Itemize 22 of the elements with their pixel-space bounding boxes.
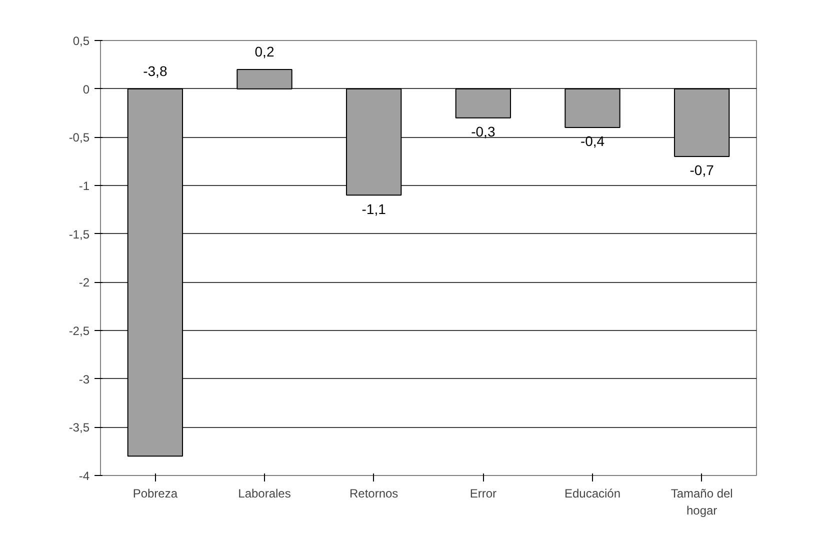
y-tick-label: -3,5 — [68, 420, 90, 435]
data-label: 0,2 — [254, 43, 274, 60]
data-label: -3,8 — [143, 62, 168, 79]
y-tick-label: -1,5 — [68, 227, 90, 242]
y-tick-label: 0 — [82, 82, 90, 96]
data-label: -0,4 — [580, 133, 605, 150]
y-tick-label: -0,5 — [68, 130, 90, 145]
data-label: -0,3 — [471, 124, 496, 140]
x-tick-label: Tamaño del hogar — [670, 486, 733, 518]
y-tick-label: -2 — [78, 276, 90, 290]
data-label: -1,1 — [362, 200, 386, 217]
y-tick-label: -2,5 — [68, 324, 90, 338]
x-tick-label: Educación — [564, 486, 621, 500]
y-tick-label: -1 — [78, 179, 90, 193]
y-tick-label: 0,5 — [72, 34, 90, 48]
x-tick-label: Laborales — [238, 486, 291, 500]
x-tick-label: Retornos — [349, 486, 398, 500]
x-tick-label: Pobreza — [132, 486, 178, 500]
y-tick-label: -4 — [78, 469, 90, 483]
x-tick-label: Error — [470, 486, 497, 500]
data-label: -0,7 — [690, 162, 714, 178]
y-tick-label: -3 — [78, 372, 90, 386]
